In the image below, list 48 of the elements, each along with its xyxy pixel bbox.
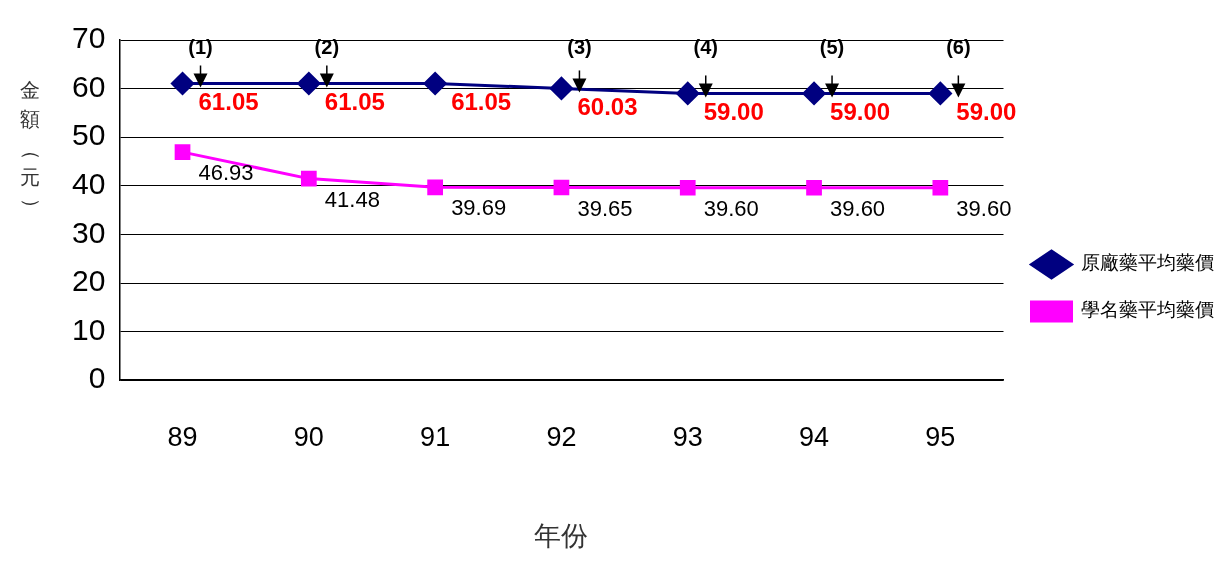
x-tick-label: 91 [420, 421, 451, 452]
point [300, 170, 317, 187]
point [427, 179, 443, 196]
point [553, 179, 570, 196]
point [423, 72, 447, 95]
annotation: (4) [693, 35, 718, 58]
point [549, 76, 573, 100]
y-tick-label: 10 [71, 312, 106, 346]
point [806, 179, 822, 196]
x-tick-label: 90 [293, 421, 324, 452]
legend-label: 學名藥平均藥價 [1081, 298, 1214, 321]
point [932, 179, 949, 196]
x-axis-title: 年份 [534, 519, 589, 551]
point [679, 179, 696, 196]
data-label: 61.05 [324, 88, 385, 116]
y-tick-label: 40 [71, 167, 106, 201]
y-tick-label: 70 [71, 21, 106, 55]
data-label: 39.60 [956, 195, 1012, 221]
point [928, 81, 952, 105]
data-label: 61.05 [451, 88, 512, 116]
data-label: 59.00 [956, 98, 1017, 126]
y-tick-label: 0 [88, 361, 106, 395]
x-tick-label: 93 [672, 421, 703, 452]
data-label: 39.65 [577, 195, 633, 221]
point [297, 72, 321, 95]
data-label: 46.93 [198, 160, 254, 186]
point [174, 144, 191, 160]
point [802, 81, 826, 105]
x-tick-label: 94 [799, 421, 830, 452]
data-label: 60.03 [577, 93, 638, 121]
data-label: 39.69 [451, 195, 507, 221]
x-tick-label: 95 [925, 421, 956, 452]
x-tick-label: 92 [546, 421, 577, 452]
data-label: 39.60 [830, 195, 886, 221]
data-label: 61.05 [198, 88, 259, 116]
point [676, 81, 700, 105]
data-label: 39.60 [703, 195, 759, 221]
y-axis-title: 金額（元） [19, 78, 44, 219]
data-label: 41.48 [324, 186, 380, 212]
legend-label: 原廠藥平均藥價 [1081, 251, 1214, 274]
y-tick-label: 50 [71, 118, 106, 152]
y-tick-label: 30 [71, 215, 106, 249]
x-tick-label: 89 [167, 421, 198, 452]
y-tick-label: 60 [71, 69, 106, 103]
y-tick-label: 20 [71, 264, 106, 298]
point [171, 72, 195, 95]
data-label: 59.00 [830, 98, 891, 126]
data-label: 59.00 [703, 98, 764, 126]
